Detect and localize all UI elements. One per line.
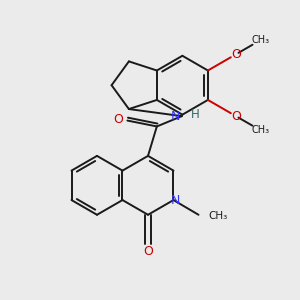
Text: N: N	[171, 110, 180, 123]
Text: O: O	[114, 112, 124, 126]
Text: N: N	[170, 194, 180, 207]
Text: CH₃: CH₃	[251, 125, 269, 135]
Text: O: O	[231, 48, 241, 61]
Text: O: O	[231, 110, 241, 123]
Text: H: H	[191, 108, 200, 121]
Text: O: O	[143, 245, 153, 258]
Text: CH₃: CH₃	[209, 211, 228, 221]
Text: CH₃: CH₃	[251, 35, 269, 45]
